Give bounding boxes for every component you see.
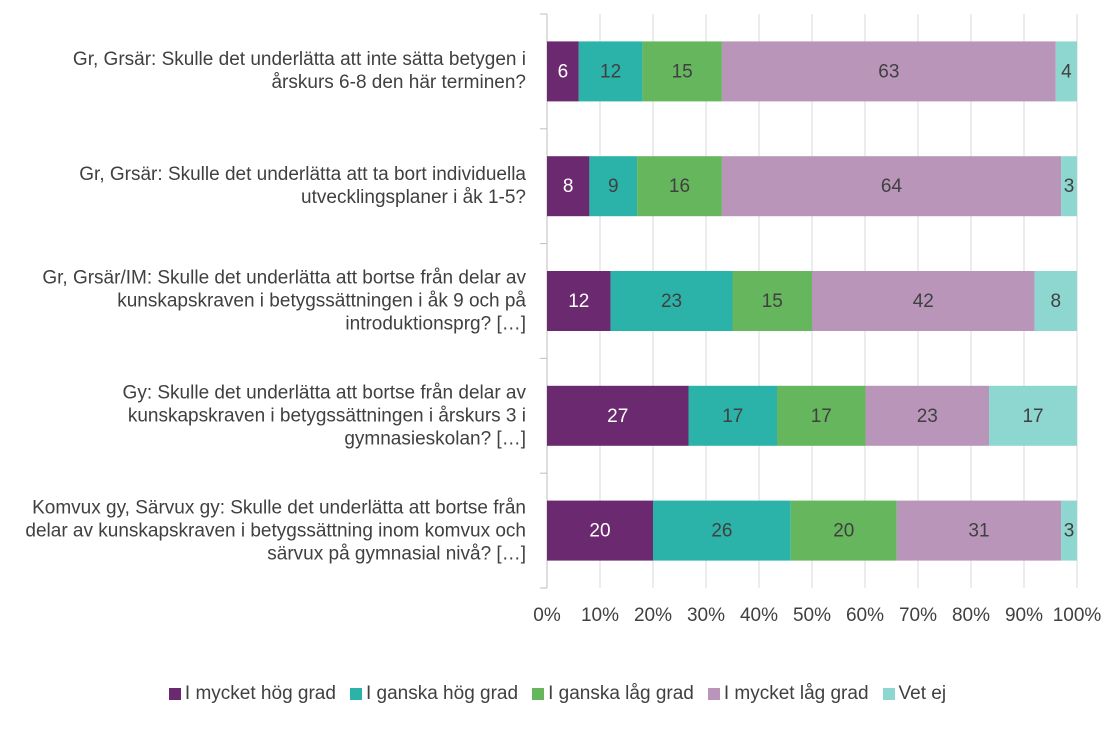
bar-segment	[610, 271, 733, 331]
data-label: 42	[913, 291, 934, 312]
bar-segment	[547, 500, 653, 561]
data-label: 15	[762, 291, 783, 312]
legend-item: I ganska hög grad	[349, 683, 519, 705]
x-tick-label: 20%	[634, 605, 672, 626]
x-tick-label: 70%	[899, 605, 937, 626]
data-label: 17	[1022, 406, 1043, 427]
x-tick-label: 60%	[846, 605, 884, 626]
category-label: Gr, Grsär: Skulle det underlätta att ta …	[79, 164, 526, 209]
legend-label: I mycket låg grad	[723, 683, 869, 704]
legend-label: I ganska hög grad	[365, 683, 519, 704]
bar-segment	[653, 500, 791, 561]
data-label: 3	[1064, 176, 1075, 197]
bar-segment	[637, 156, 722, 217]
data-label: 8	[563, 176, 574, 197]
bar-segment	[578, 41, 643, 102]
legend-swatch	[168, 688, 181, 700]
x-tick-label: 90%	[1005, 605, 1043, 626]
category-label: Gy: Skulle det underlätta att bortse frå…	[122, 382, 526, 450]
data-label: 12	[600, 61, 621, 82]
data-label: 31	[968, 521, 989, 542]
data-label: 26	[711, 521, 732, 542]
data-label: 9	[608, 176, 619, 197]
x-tick-label: 100%	[1053, 605, 1102, 626]
legend-swatch	[707, 688, 720, 700]
x-tick-label: 10%	[581, 605, 619, 626]
legend-item: I mycket låg grad	[707, 683, 869, 705]
legend-label: Vet ej	[898, 683, 947, 704]
bar-segment	[1034, 271, 1077, 331]
data-label: 4	[1061, 61, 1072, 82]
category-label: Gr, Grsär: Skulle det underlätta att int…	[72, 49, 526, 94]
legend-label: I mycket hög grad	[184, 683, 336, 704]
bar-segment	[812, 271, 1035, 331]
data-label: 63	[878, 61, 899, 82]
bar-segment	[989, 385, 1077, 446]
x-tick-label: 40%	[740, 605, 778, 626]
x-tick-label: 80%	[952, 605, 990, 626]
data-label: 17	[811, 406, 832, 427]
legend-swatch	[532, 688, 545, 700]
legend-swatch	[882, 688, 895, 700]
bar-segment	[642, 41, 722, 102]
legend-item: I mycket hög grad	[168, 683, 336, 705]
data-label: 12	[568, 291, 589, 312]
bar-segment	[1061, 500, 1077, 561]
data-label: 3	[1064, 521, 1075, 542]
data-label: 64	[881, 176, 903, 197]
legend-label: I ganska låg grad	[548, 683, 694, 704]
bar-segment	[547, 41, 579, 102]
x-tick-label: 50%	[793, 605, 831, 626]
bar-segment	[1061, 156, 1077, 217]
category-label: Komvux gy, Särvux gy: Skulle det underlä…	[25, 497, 526, 565]
data-label: 6	[558, 61, 569, 82]
x-tick-label: 0%	[533, 605, 561, 626]
legend-item: I ganska låg grad	[532, 683, 694, 705]
bar-segment	[721, 41, 1056, 102]
data-label: 27	[607, 406, 628, 427]
bar-segment	[1055, 41, 1077, 102]
bar-segment	[589, 156, 638, 217]
bar-segment	[865, 385, 990, 446]
legend-swatch	[349, 688, 362, 700]
bar-segment	[721, 156, 1062, 217]
bar-segment	[547, 385, 689, 446]
category-label: Gr, Grsär/IM: Skulle det underlätta att …	[42, 267, 526, 335]
data-label: 23	[661, 291, 682, 312]
bar-segment	[790, 500, 897, 561]
bar-segment	[896, 500, 1062, 561]
bar-segment	[732, 271, 812, 331]
data-label: 17	[722, 406, 743, 427]
data-label: 15	[672, 61, 693, 82]
bar-segment	[547, 271, 611, 331]
data-label: 23	[917, 406, 938, 427]
legend-item: Vet ej	[882, 683, 947, 705]
data-label: 8	[1051, 291, 1062, 312]
x-tick-label: 30%	[687, 605, 725, 626]
data-label: 20	[589, 521, 610, 542]
bar-segment	[688, 385, 778, 446]
data-label: 16	[669, 176, 690, 197]
data-label: 20	[833, 521, 854, 542]
legend: I mycket hög grad I ganska hög grad I gans…	[0, 683, 1115, 705]
bar-segment	[777, 385, 866, 446]
bar-segment	[547, 156, 590, 217]
